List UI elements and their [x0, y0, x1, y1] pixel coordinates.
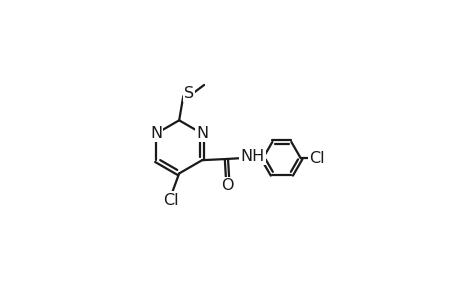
Text: NH: NH [240, 149, 264, 164]
Text: Cl: Cl [163, 193, 179, 208]
Text: Cl: Cl [308, 151, 324, 166]
Text: N: N [196, 126, 208, 141]
Text: O: O [221, 178, 233, 193]
Text: N: N [150, 126, 162, 141]
Text: S: S [184, 86, 194, 101]
